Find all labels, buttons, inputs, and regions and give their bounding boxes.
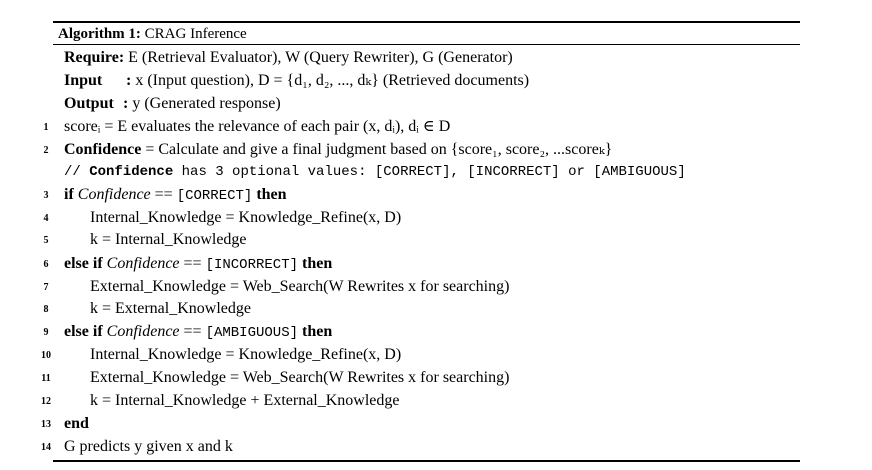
line-number: 1 — [43, 122, 49, 133]
line-number: 10 — [41, 350, 51, 361]
line-text: External_Knowledge = Web_Search(W Rewrit… — [90, 369, 510, 386]
caption-title: CRAG Inference — [144, 26, 247, 42]
caption-rule — [53, 44, 800, 45]
else-if-keyword: else if — [64, 255, 103, 272]
top-rule — [53, 21, 800, 23]
then-keyword: then — [298, 323, 333, 340]
line-text: Internal_Knowledge = Knowledge_Refine(x,… — [90, 209, 402, 226]
condition-value: [AMBIGUOUS] — [205, 325, 298, 341]
line-number: 2 — [43, 145, 49, 156]
condition-value: [INCORRECT] — [205, 257, 298, 273]
line-number: 12 — [41, 396, 51, 407]
comment-text: has 3 optional values: [CORRECT], [INCOR… — [173, 164, 686, 180]
line-number: 7 — [43, 282, 49, 293]
line-number: 5 — [43, 235, 49, 246]
line-number: 3 — [43, 190, 49, 201]
line-number: 8 — [43, 304, 49, 315]
line-number: 13 — [41, 419, 51, 430]
then-keyword: then — [252, 186, 287, 203]
line-text: = Calculate and give a final judgment ba… — [141, 141, 613, 158]
line-number: 4 — [43, 213, 49, 224]
line-text: G predicts y given x and k — [64, 438, 233, 455]
line-number: 9 — [43, 327, 49, 338]
line-text: scoreᵢ = E evaluates the relevance of ea… — [64, 118, 451, 135]
then-keyword: then — [298, 255, 333, 272]
line-keyword: Confidence — [64, 141, 142, 158]
line-number: 11 — [41, 373, 51, 384]
else-if-keyword: else if — [64, 323, 103, 340]
condition-variable: Confidence — [102, 323, 180, 340]
output-body: y (Generated response) — [128, 95, 281, 112]
line-text: Internal_Knowledge = Knowledge_Refine(x,… — [90, 346, 402, 363]
line-number: 6 — [43, 259, 49, 270]
line-text: k = Internal_Knowledge — [90, 231, 247, 248]
condition-variable: Confidence — [73, 186, 151, 203]
comment-keyword: Confidence — [89, 164, 174, 180]
end-keyword: end — [64, 415, 89, 432]
line-text: k = External_Knowledge — [90, 300, 251, 317]
line-text: External_Knowledge = Web_Search(W Rewrit… — [90, 278, 510, 295]
caption-label: Algorithm 1: — [58, 26, 141, 42]
if-keyword: if — [64, 186, 74, 203]
condition-variable: Confidence — [102, 255, 180, 272]
input-keyword: Input — [64, 72, 103, 89]
output-keyword: Output — [64, 95, 114, 112]
require-keyword: Require — [64, 49, 119, 66]
line-number: 14 — [41, 442, 51, 453]
bottom-rule — [53, 460, 800, 462]
input-body: x (Input question), D = {d₁, d₂, ..., dₖ… — [131, 72, 530, 89]
algorithm-caption: Algorithm 1: CRAG Inference — [58, 25, 247, 43]
comment-prefix: // — [64, 164, 90, 180]
require-body: E (Retrieval Evaluator), W (Query Rewrit… — [124, 49, 513, 66]
condition-value: [CORRECT] — [176, 188, 253, 204]
line-text: k = Internal_Knowledge + External_Knowle… — [90, 392, 400, 409]
